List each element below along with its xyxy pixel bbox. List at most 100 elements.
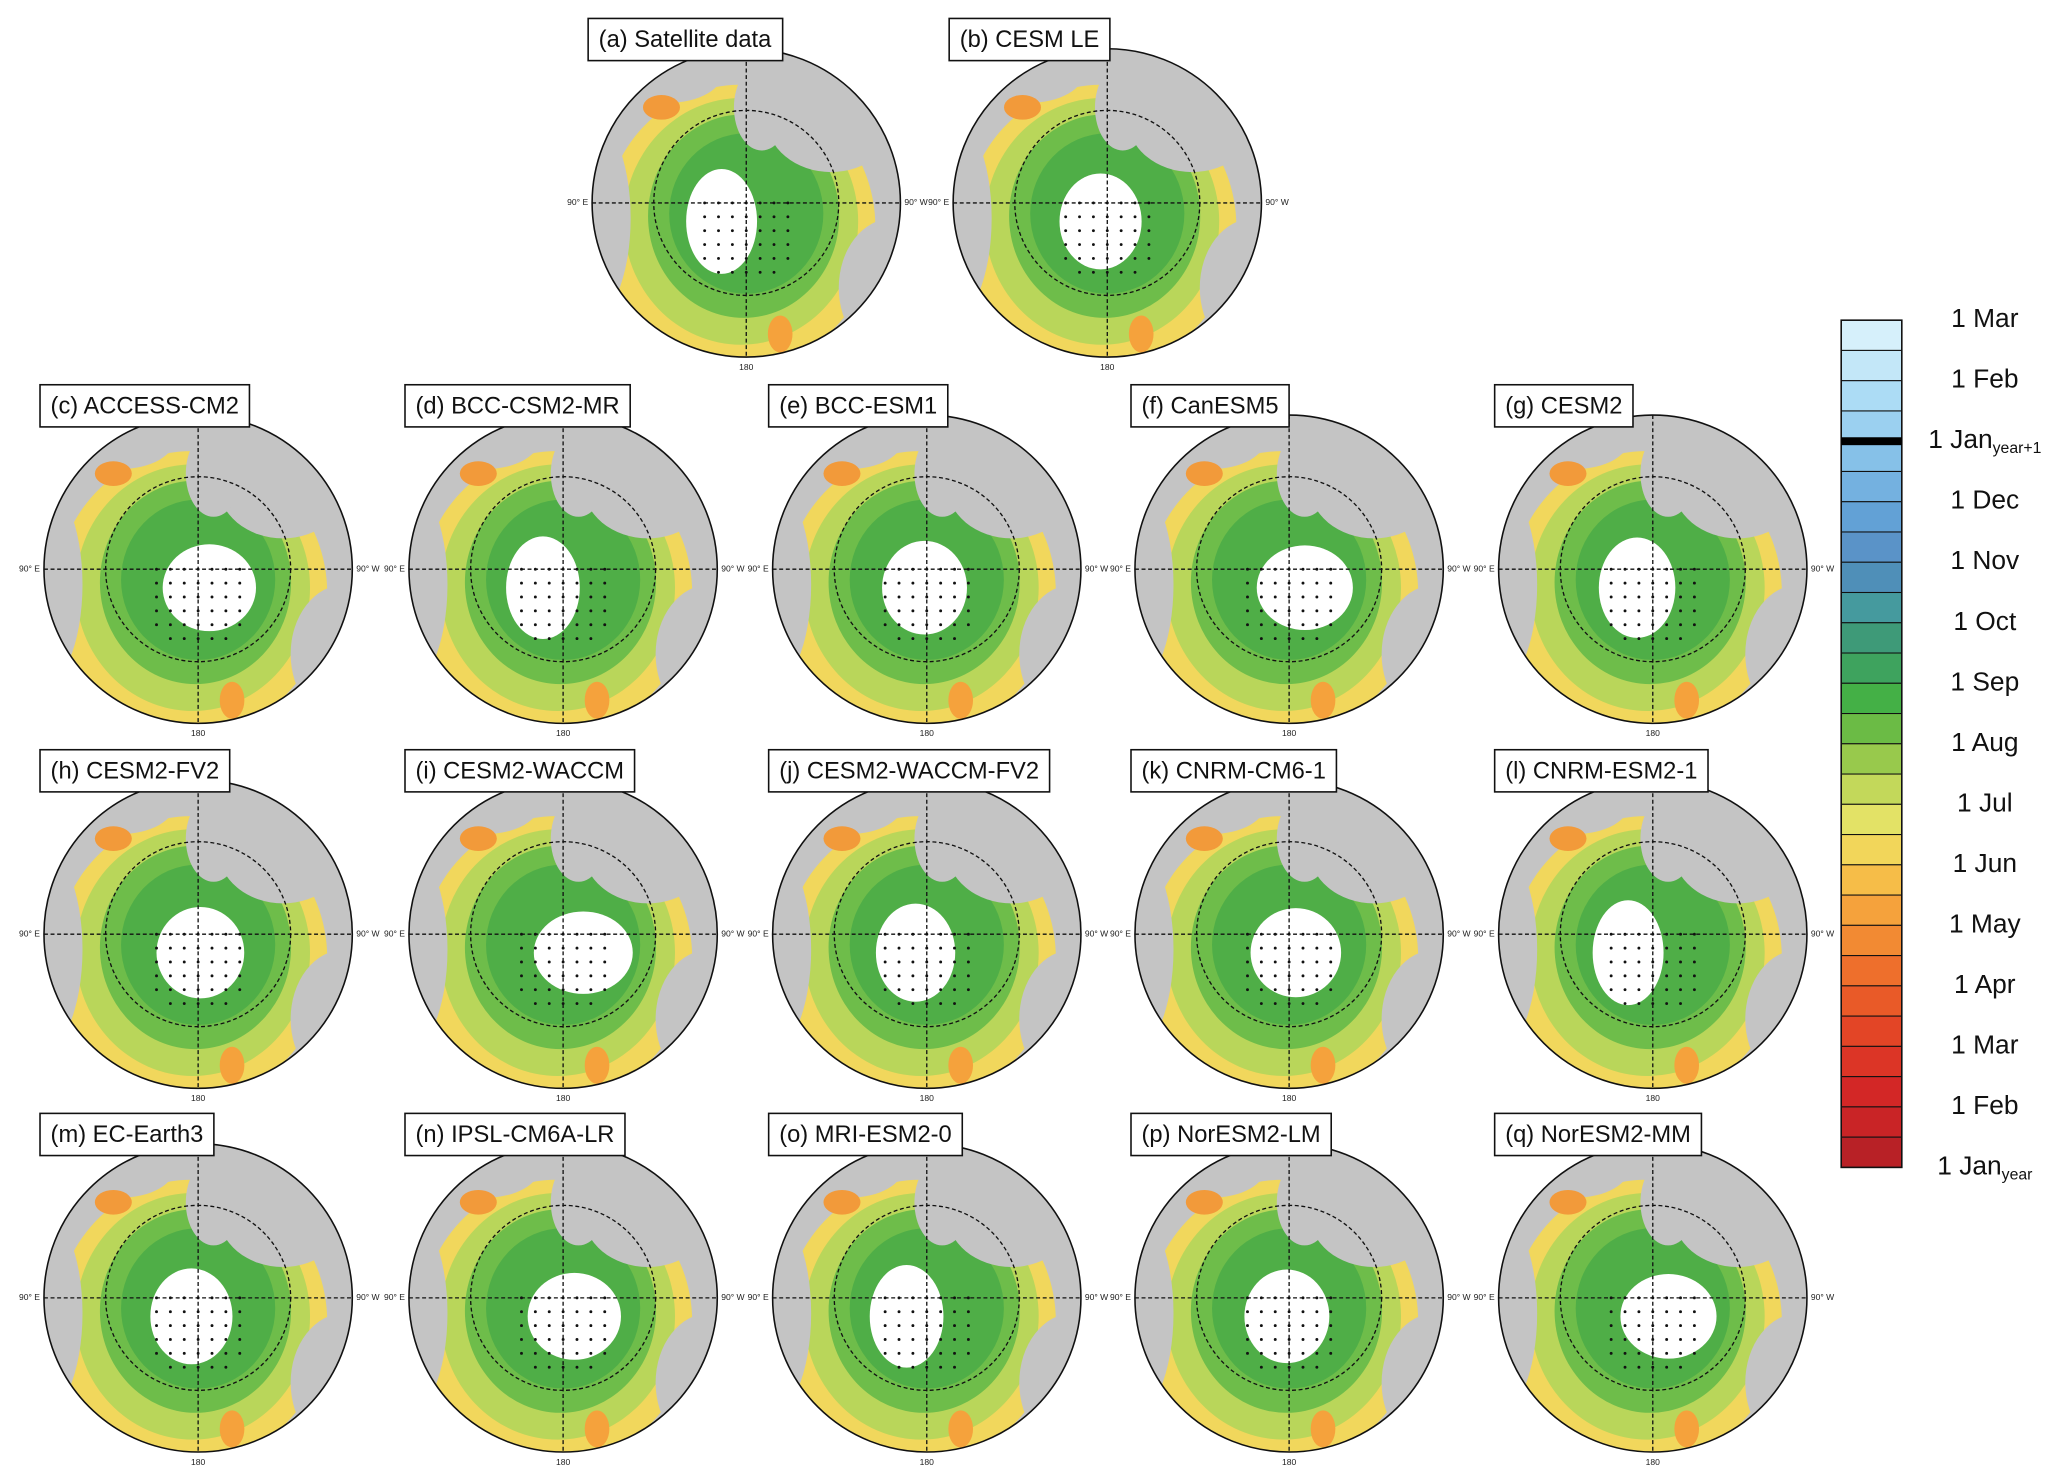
stipple [547,623,551,627]
stipple [911,609,915,613]
stipple [182,960,186,964]
stipple [168,988,172,992]
stipple [772,215,776,219]
stipple [1679,1351,1682,1355]
stipple [1651,1365,1655,1369]
stipple [561,623,565,627]
panel-title-box [1493,748,1709,793]
stipple [703,215,707,219]
stipple [1273,1351,1277,1355]
stipple [1273,595,1277,599]
stipple [966,988,970,992]
colorbar-segment [1840,410,1903,442]
land-greenland [733,64,790,151]
stipple [1329,567,1333,571]
lon-label: 180 [1646,1457,1661,1467]
stipple [575,595,579,599]
stipple [1273,637,1277,641]
stipple [168,960,172,964]
colorbar-label-main: 1 Nov [1950,545,2020,575]
stipple [168,1365,172,1369]
stipple [603,946,607,950]
panel-title-box [1130,383,1290,428]
land-asia [408,1205,448,1422]
stipple [561,609,565,613]
stipple [589,960,593,964]
stipple [1329,595,1333,599]
lon-label: 180 [1100,362,1115,372]
lon-label: 90° E [1110,563,1131,573]
lon-label: 90° E [748,928,769,938]
stipple [1329,1310,1333,1314]
land-alaska [290,584,353,724]
stipple [533,960,537,964]
panel-title-box [1130,1112,1333,1157]
colorbar-segment [1840,440,1903,472]
stipple [575,988,579,992]
stipple [1301,1365,1305,1369]
stipple [547,1002,551,1006]
stipple [911,637,915,641]
stipple [1147,229,1151,233]
stipple [561,1365,565,1369]
stipple [589,1002,593,1006]
stipple [1692,595,1696,599]
panel-title-box [404,383,631,428]
land-alaska [1381,584,1444,724]
stipple [182,1365,186,1369]
stipple [911,623,915,627]
stipple [589,581,593,585]
stipple [1665,1338,1669,1341]
stipple [1105,229,1109,233]
lon-label: 90° E [19,1292,40,1302]
colorbar-segment [1840,622,1903,654]
stipple [897,1338,901,1341]
stipple [520,1324,523,1328]
stipple [953,974,956,978]
stipple [897,1351,901,1355]
stipple [1133,256,1137,260]
stipple [1287,974,1291,978]
stipple [966,595,970,599]
stipple [1665,946,1669,950]
land-asia [772,1205,812,1422]
stipple [1329,988,1333,992]
stipple [1609,609,1613,613]
stipple [966,946,970,950]
lon-label: 90° E [384,563,405,573]
stipple [168,974,172,978]
perennial-ice [1620,1274,1717,1359]
stipple [155,974,158,978]
stipple [1692,988,1696,992]
lon-label: 90° E [748,1292,769,1302]
stipple [238,581,242,585]
stipple [1246,623,1249,627]
stipple [1091,215,1095,219]
stipple [182,1324,186,1328]
stipple [1651,609,1655,613]
stipple [1315,637,1319,641]
land-alaska [1019,949,1081,1089]
map-body [43,415,353,724]
land-alaska [655,1313,718,1453]
lon-label: 180 [191,728,206,738]
orange-edge [459,826,497,851]
stipple [1287,637,1291,641]
stipple [224,1002,228,1006]
perennial-ice [150,1268,233,1365]
stipple [1259,1324,1263,1328]
stipple [772,201,776,205]
stipple [1609,1351,1613,1355]
stipple [1623,988,1627,992]
land-greenland [1640,1159,1696,1246]
stipple [224,567,228,571]
stipple [1679,1338,1682,1341]
stipple [1651,623,1655,627]
map-panel: 90° E 90° W 180 (j) CESM2-WACCM-FV2 [748,748,1109,1103]
stipple [196,1002,200,1006]
stipple [897,1324,901,1328]
colorbar-label-main: 1 Mar [1951,1029,2019,1059]
orange-edge [584,1410,610,1448]
stipple [1246,946,1249,950]
map-panel: 90° E 90° W 180 (m) EC-Earth3 [19,1112,381,1467]
